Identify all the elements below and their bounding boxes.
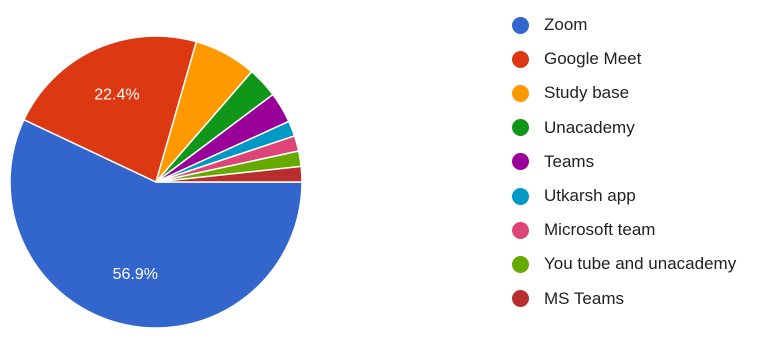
legend-swatch [512, 16, 529, 34]
legend-item[interactable]: Unacademy [512, 111, 736, 145]
legend-item[interactable]: Study base [512, 76, 736, 110]
legend-swatch [512, 84, 529, 102]
legend-swatch [512, 153, 529, 171]
legend-item[interactable]: Microsoft team [512, 213, 736, 247]
legend-item[interactable]: Utkarsh app [512, 179, 736, 213]
pie-slice-2 [22, 35, 198, 184]
legend-label: Utkarsh app [544, 186, 636, 206]
legend-swatch [512, 290, 529, 308]
legend-item[interactable]: Zoom [512, 8, 736, 42]
legend-swatch [512, 187, 529, 205]
legend-swatch [512, 221, 529, 239]
slice-label-1: 56.9% [113, 266, 158, 283]
slice-label-2: 22.4% [94, 87, 139, 104]
legend-swatch [512, 50, 529, 68]
legend: Zoom Google Meet Study base Unacademy Teams U… [512, 8, 736, 316]
legend-item[interactable]: Teams [512, 145, 736, 179]
legend-label: Microsoft team [544, 220, 656, 240]
legend-label: Study base [544, 83, 630, 103]
pie-slice-1 [9, 118, 303, 329]
legend-item[interactable]: MS Teams [512, 282, 736, 316]
legend-label: You tube and unacademy [544, 254, 737, 274]
legend-label: MS Teams [544, 288, 624, 308]
legend-swatch [512, 119, 529, 137]
legend-swatch [512, 255, 529, 273]
legend-label: Google Meet [544, 49, 642, 69]
legend-label: Unacademy [544, 117, 635, 137]
legend-label: Zoom [544, 15, 588, 35]
legend-label: Teams [544, 151, 595, 171]
legend-item[interactable]: You tube and unacademy [512, 247, 736, 281]
legend-item[interactable]: Google Meet [512, 42, 736, 76]
pie-slice-9 [155, 165, 303, 183]
